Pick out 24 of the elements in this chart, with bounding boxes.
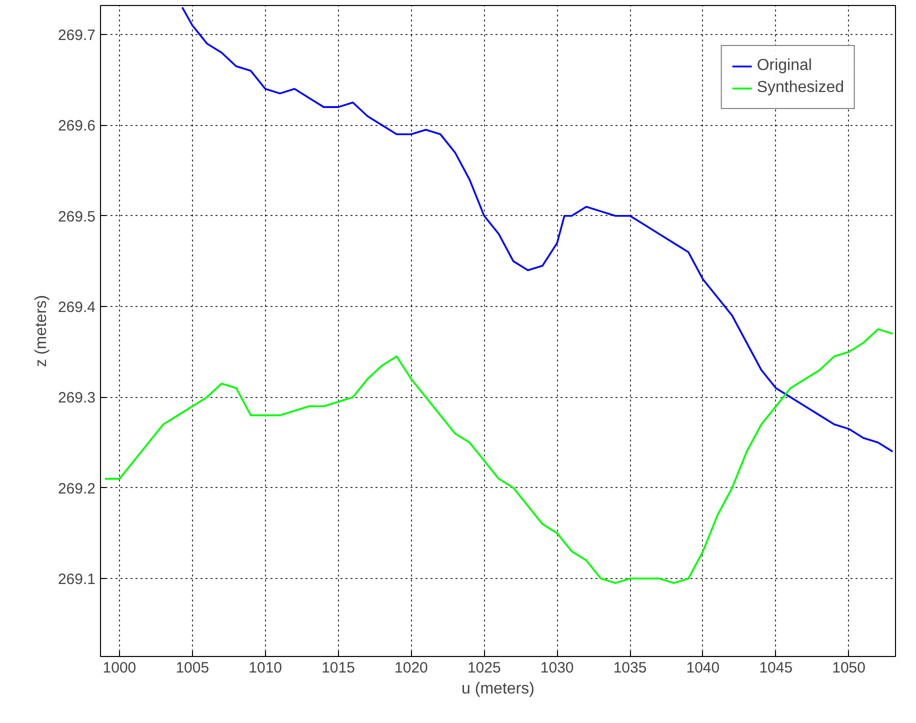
legend-label: Original [756,57,812,75]
x-tick-label: 1045 [759,660,793,676]
x-tick-label: 1005 [176,660,210,676]
y-axis-title: z (meters) [32,295,50,367]
x-tick-label: 1030 [540,660,574,676]
y-tick-label: 269.1 [58,571,96,588]
legend-label: Synthesized [756,79,844,97]
x-tick-label: 1040 [686,660,720,676]
x-tick-label: 1025 [467,660,501,676]
line-series [181,6,894,452]
x-tick-label: 1015 [322,660,355,676]
y-tick-label: 269.3 [58,390,96,407]
x-tick-label: 1020 [394,660,428,676]
x-tick-label: 1010 [248,660,282,676]
y-tick-label: 269.7 [58,27,96,44]
x-tick-label: 1050 [832,660,866,676]
x-axis-title: u (meters) [462,680,534,698]
y-tick-label: 269.5 [58,208,96,226]
x-tick-label: 1000 [102,660,136,676]
line-series [104,328,894,584]
y-tick-label: 269.4 [58,299,96,316]
x-tick-label: 1035 [613,660,647,676]
y-tick-label: 269.2 [58,480,96,498]
y-tick-label: 269.6 [58,118,96,135]
